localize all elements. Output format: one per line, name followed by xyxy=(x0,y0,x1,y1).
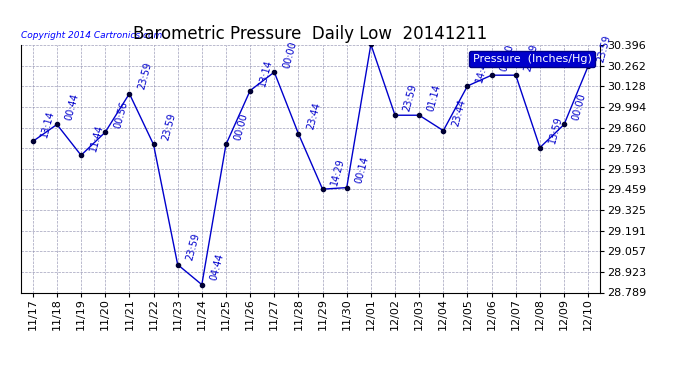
Text: 13:59: 13:59 xyxy=(547,115,564,145)
Text: 13:14: 13:14 xyxy=(257,58,274,88)
Text: 00:00: 00:00 xyxy=(0,374,1,375)
Text: 23:59: 23:59 xyxy=(185,232,201,262)
Text: 23:44: 23:44 xyxy=(451,98,467,128)
Text: 14:44: 14:44 xyxy=(475,54,491,83)
Text: 00:14: 00:14 xyxy=(354,156,371,185)
Text: 23:59: 23:59 xyxy=(137,61,153,91)
Text: 00:00: 00:00 xyxy=(282,40,298,69)
Text: 04:44: 04:44 xyxy=(209,252,226,282)
Text: 01:14: 01:14 xyxy=(426,83,443,112)
Text: 23:59: 23:59 xyxy=(595,33,612,63)
Text: 00:00: 00:00 xyxy=(233,112,250,142)
Text: 23:59: 23:59 xyxy=(161,112,177,142)
Text: Copyright 2014 Cartronics.com: Copyright 2014 Cartronics.com xyxy=(21,31,162,40)
Text: 22:59: 22:59 xyxy=(523,43,540,72)
Text: 23:59: 23:59 xyxy=(402,83,419,112)
Text: 00:44: 00:44 xyxy=(64,92,81,122)
Legend: Pressure  (Inches/Hg): Pressure (Inches/Hg) xyxy=(469,51,595,67)
Text: 00:56: 00:56 xyxy=(112,100,129,129)
Text: 00:00: 00:00 xyxy=(499,43,515,72)
Title: Barometric Pressure  Daily Low  20141211: Barometric Pressure Daily Low 20141211 xyxy=(133,26,488,44)
Text: 14:29: 14:29 xyxy=(330,157,346,186)
Text: 11:44: 11:44 xyxy=(88,123,105,153)
Text: 00:00: 00:00 xyxy=(571,92,588,122)
Text: 23:44: 23:44 xyxy=(306,101,322,131)
Text: 13:14: 13:14 xyxy=(40,109,57,139)
